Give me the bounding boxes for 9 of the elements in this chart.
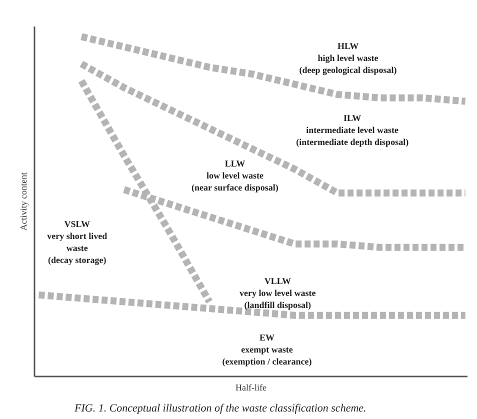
annotation: VLLW very low level waste (landfill disposal) — [240, 276, 316, 310]
annotation: ILW intermediate level waste (intermediate depth disposal) — [296, 113, 409, 148]
annotation: HLW high level waste (deep geological disposal) — [299, 41, 397, 76]
y-axis-title: Activity content — [18, 172, 28, 231]
annotation: LLW low level waste (near surface disposal) — [192, 158, 278, 192]
annotation: VSLW very short lived waste (decay storage) — [47, 218, 108, 265]
annotation: EW exempt waste (exemption / clearance) — [222, 332, 312, 367]
text: FIG. 1. Conceptual illustration of the waste classification scheme. — [74, 402, 366, 414]
x-axis-title: Half-life — [236, 382, 266, 392]
